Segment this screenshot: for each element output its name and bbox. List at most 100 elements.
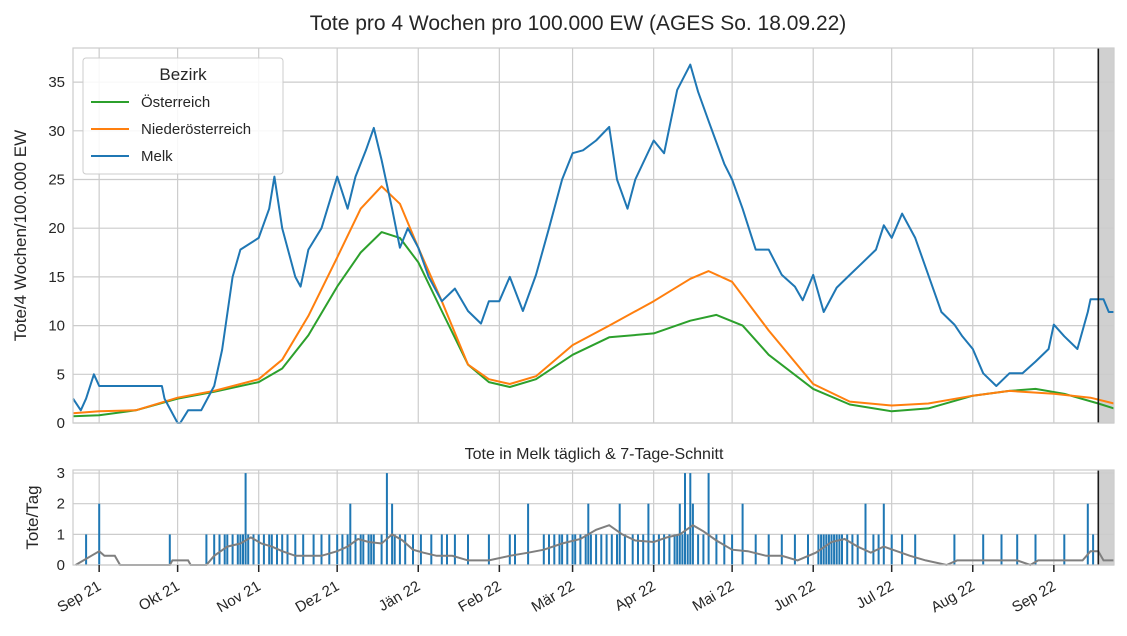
daily-death-bar xyxy=(982,534,985,565)
bottom-shaded-region xyxy=(1098,470,1114,565)
daily-death-bar xyxy=(226,534,229,565)
daily-death-bar xyxy=(605,534,608,565)
daily-death-bar xyxy=(268,534,271,565)
bottom-y-tick-label: 0 xyxy=(57,557,65,574)
daily-death-bar xyxy=(610,534,613,565)
daily-death-bar xyxy=(430,534,433,565)
daily-death-bar xyxy=(838,534,841,565)
daily-death-bar xyxy=(467,534,469,565)
bottom-y-tick-label: 3 xyxy=(57,465,65,482)
top-y-tick-label: 25 xyxy=(48,171,65,188)
daily-death-bar xyxy=(595,534,598,565)
daily-death-bar xyxy=(817,534,820,565)
daily-death-bar xyxy=(856,534,859,565)
daily-death-bar xyxy=(715,534,718,565)
bottom-y-tick-label: 1 xyxy=(57,526,65,543)
daily-death-bar xyxy=(168,534,171,565)
daily-death-bar xyxy=(579,534,582,565)
daily-death-bar xyxy=(663,534,666,565)
daily-death-bar xyxy=(793,534,796,565)
daily-death-bar xyxy=(380,534,383,565)
daily-death-bar xyxy=(328,534,331,565)
legend-label: Melk xyxy=(141,148,173,165)
daily-death-bar xyxy=(901,534,904,565)
daily-death-bar xyxy=(1000,534,1003,565)
daily-death-bar xyxy=(1016,534,1019,565)
daily-death-bar xyxy=(440,534,443,565)
daily-death-bar xyxy=(98,503,101,565)
daily-death-bar xyxy=(553,534,556,565)
daily-death-bar xyxy=(354,534,357,565)
daily-death-bar xyxy=(822,534,825,565)
series-line-niederösterreich xyxy=(72,185,1115,415)
daily-death-bar xyxy=(833,534,836,565)
top-y-axis-label: Tote/4 Wochen/100.000 EW xyxy=(11,130,30,341)
daily-death-bar xyxy=(487,534,490,565)
daily-death-bar xyxy=(236,534,239,565)
seven-day-average-line xyxy=(75,524,1114,567)
daily-death-bar xyxy=(349,503,352,565)
daily-death-bar xyxy=(252,534,255,565)
daily-death-bar xyxy=(514,534,516,565)
daily-death-bar xyxy=(827,534,830,565)
daily-death-bar xyxy=(571,534,574,565)
daily-death-bar xyxy=(668,534,671,565)
daily-death-bar xyxy=(346,534,349,565)
daily-death-bar xyxy=(372,534,375,565)
daily-death-bar xyxy=(561,534,564,565)
daily-death-bar xyxy=(689,473,692,565)
daily-death-bar xyxy=(914,534,917,565)
daily-death-bar xyxy=(566,534,569,565)
daily-death-bar xyxy=(1034,534,1037,565)
daily-death-bar xyxy=(684,473,686,565)
daily-death-bar xyxy=(830,534,833,565)
top-y-tick-label: 10 xyxy=(48,318,65,335)
daily-death-bar xyxy=(302,534,305,565)
daily-death-bar xyxy=(281,534,284,565)
daily-death-bar xyxy=(584,534,587,565)
daily-death-bar xyxy=(872,534,875,565)
daily-death-bar xyxy=(257,534,260,565)
legend: Bezirk Österreich Niederösterreich Melk xyxy=(82,57,284,175)
daily-death-bar xyxy=(294,534,297,565)
daily-death-bar xyxy=(205,534,208,565)
top-shaded-region xyxy=(1098,48,1114,423)
daily-death-bar xyxy=(673,534,676,565)
daily-death-bar xyxy=(825,534,828,565)
daily-death-bar xyxy=(223,534,226,565)
daily-death-bar xyxy=(508,534,511,565)
daily-death-bar xyxy=(657,534,660,565)
daily-death-bar xyxy=(393,534,396,565)
daily-death-bar xyxy=(647,503,650,565)
daily-death-bar xyxy=(637,534,639,565)
top-y-tick-label: 5 xyxy=(57,366,65,383)
daily-death-bar xyxy=(558,534,561,565)
legend-title: Bezirk xyxy=(159,65,207,84)
daily-death-bar xyxy=(691,503,694,565)
daily-death-bar xyxy=(623,534,626,565)
daily-death-bar xyxy=(247,534,250,565)
daily-death-bar xyxy=(600,534,603,565)
daily-death-bar xyxy=(446,534,448,565)
daily-death-bar xyxy=(676,534,679,565)
daily-death-bar xyxy=(1063,534,1066,565)
daily-death-bar xyxy=(697,534,700,565)
daily-death-bar xyxy=(231,534,234,565)
daily-death-bar xyxy=(707,473,710,565)
daily-death-bar xyxy=(359,534,362,565)
bottom-y-axis-label: Tote/Tag xyxy=(23,485,42,549)
daily-death-bar xyxy=(270,534,273,565)
daily-death-bar xyxy=(385,473,388,565)
daily-death-bar xyxy=(85,534,88,565)
daily-death-bar xyxy=(589,534,592,565)
daily-death-bar xyxy=(642,534,645,565)
daily-death-bar xyxy=(841,534,843,565)
daily-death-bar xyxy=(846,534,849,565)
daily-death-bar xyxy=(851,534,854,565)
daily-death-bar xyxy=(527,503,530,565)
top-y-tick-label: 0 xyxy=(57,415,65,432)
legend-items: Österreich Niederösterreich Melk xyxy=(91,93,251,165)
daily-death-bar xyxy=(370,534,373,565)
